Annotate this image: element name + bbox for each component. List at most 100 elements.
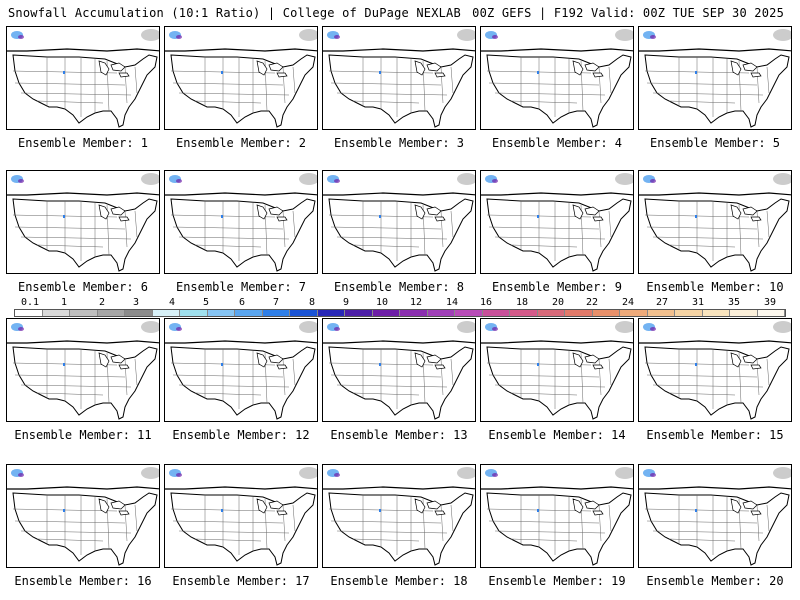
snowfall-nw — [11, 175, 24, 183]
colorbar-tick-label: 27 — [655, 297, 669, 308]
ensemble-member-label: Ensemble Member: 7 — [175, 280, 307, 294]
colorbar-tick-label: 0.1 — [20, 297, 40, 308]
snowfall-ne — [299, 29, 317, 41]
ensemble-member-map — [322, 464, 476, 568]
colorbar-swatch — [702, 310, 730, 316]
colorbar-swatch — [455, 310, 483, 316]
colorbar-tick-label: 35 — [727, 297, 741, 308]
colorbar-swatch — [510, 310, 538, 316]
snowfall-ne — [773, 29, 791, 41]
colorbar-swatch — [372, 310, 400, 316]
us-basemap — [7, 27, 159, 128]
colorbar-tick-label: 22 — [585, 297, 599, 308]
colorbar-swatch — [152, 310, 180, 316]
ensemble-member-map — [480, 26, 634, 130]
ensemble-member-map — [638, 464, 792, 568]
ensemble-member-label: Ensemble Member: 6 — [17, 280, 149, 294]
snowfall-nw — [169, 175, 182, 183]
snowfall-ne — [457, 29, 475, 41]
snowfall-ne — [141, 29, 159, 41]
ensemble-member-map — [480, 170, 634, 274]
ensemble-member-label: Ensemble Member: 4 — [491, 136, 623, 150]
us-basemap — [481, 171, 633, 272]
colorbar-swatch — [235, 310, 263, 316]
ensemble-member-label: Ensemble Member: 15 — [646, 428, 784, 442]
ensemble-member-map — [164, 26, 318, 130]
ensemble-member-map — [638, 318, 792, 422]
colorbar-tick-label: 9 — [342, 297, 350, 308]
snowfall-nw — [485, 469, 498, 477]
ensemble-member-label: Ensemble Member: 11 — [14, 428, 152, 442]
colorbar-tick-label: 2 — [98, 297, 106, 308]
ensemble-member-label: Ensemble Member: 20 — [646, 574, 784, 588]
us-basemap — [639, 27, 791, 128]
ensemble-member-label: Ensemble Member: 16 — [14, 574, 152, 588]
colorbar-tick-label: 10 — [375, 297, 389, 308]
ensemble-member-map — [164, 318, 318, 422]
colorbar-swatch — [537, 310, 565, 316]
snowfall-ne — [457, 173, 475, 185]
us-basemap — [7, 465, 159, 566]
snowfall-colorbar: 0.1 1 2 3 4 5 6 7 8 9 10 12 14 16 18 20 22 24 27 31 35 39 — [14, 297, 786, 317]
us-basemap — [323, 465, 475, 566]
colorbar-tick-label: 24 — [621, 297, 635, 308]
us-basemap — [165, 465, 317, 566]
snowfall-ne — [457, 321, 475, 333]
ensemble-member-map — [322, 318, 476, 422]
ensemble-member-map — [164, 170, 318, 274]
colorbar-tick-label: 6 — [238, 297, 246, 308]
us-basemap — [481, 319, 633, 420]
colorbar-swatch — [757, 310, 785, 316]
snowfall-ne — [773, 467, 791, 479]
us-basemap — [639, 465, 791, 566]
colorbar-swatch — [345, 310, 373, 316]
us-basemap — [481, 465, 633, 566]
snowfall-nw — [11, 469, 24, 477]
snowfall-nw — [11, 323, 24, 331]
ensemble-member-label: Ensemble Member: 1 — [17, 136, 149, 150]
ensemble-member-map — [480, 318, 634, 422]
us-basemap — [165, 319, 317, 420]
colorbar-tick-label: 3 — [132, 297, 140, 308]
us-basemap — [639, 319, 791, 420]
ensemble-member-label: Ensemble Member: 18 — [330, 574, 468, 588]
snowfall-nw — [485, 323, 498, 331]
us-basemap — [165, 171, 317, 272]
map-title: Snowfall Accumulation (10:1 Ratio) | Col… — [8, 6, 461, 20]
ensemble-member-map — [6, 318, 160, 422]
snowfall-ne — [141, 173, 159, 185]
colorbar-tick-label: 18 — [515, 297, 529, 308]
model-run-valid-time: 00Z GEFS | F192 Valid: 00Z TUE SEP 30 20… — [472, 6, 784, 20]
colorbar-swatch — [180, 310, 208, 316]
colorbar-swatch — [565, 310, 593, 316]
colorbar-tick-label: 7 — [272, 297, 280, 308]
snowfall-ne — [615, 321, 633, 333]
colorbar-swatch — [592, 310, 620, 316]
colorbar-swatch — [620, 310, 648, 316]
colorbar-swatch — [427, 310, 455, 316]
colorbar-swatch — [730, 310, 758, 316]
colorbar-swatch — [290, 310, 318, 316]
ensemble-member-map — [480, 464, 634, 568]
us-basemap — [7, 171, 159, 272]
ensemble-member-map — [322, 170, 476, 274]
colorbar-swatch — [207, 310, 235, 316]
snowfall-nw — [485, 31, 498, 39]
colorbar-swatch — [400, 310, 428, 316]
colorbar-swatch — [125, 310, 153, 316]
colorbar-tick-label: 16 — [479, 297, 493, 308]
colorbar-swatch — [15, 310, 43, 316]
ensemble-member-label: Ensemble Member: 8 — [333, 280, 465, 294]
us-basemap — [323, 27, 475, 128]
ensemble-member-label: Ensemble Member: 12 — [172, 428, 310, 442]
ensemble-member-label: Ensemble Member: 3 — [333, 136, 465, 150]
snowfall-ne — [615, 29, 633, 41]
snowfall-nw — [169, 469, 182, 477]
us-basemap — [639, 171, 791, 272]
snowfall-ne — [141, 467, 159, 479]
ensemble-member-label: Ensemble Member: 9 — [491, 280, 623, 294]
colorbar-tick-label: 5 — [202, 297, 210, 308]
ensemble-member-map — [638, 26, 792, 130]
snowfall-ne — [773, 173, 791, 185]
colorbar-tick-label: 1 — [60, 297, 68, 308]
